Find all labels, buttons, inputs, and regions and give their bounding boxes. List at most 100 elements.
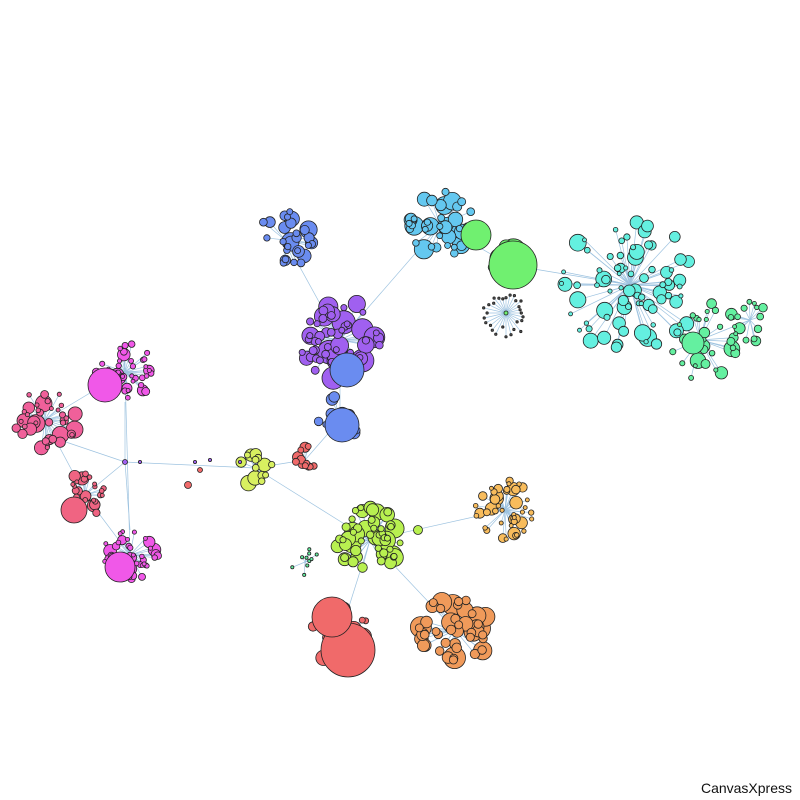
node-blue[interactable] — [329, 352, 365, 388]
node-aqua[interactable] — [659, 281, 667, 289]
node-spring-green[interactable] — [679, 360, 686, 367]
node-magenta[interactable] — [117, 531, 123, 536]
node-aqua[interactable] — [676, 283, 683, 290]
node-sky[interactable] — [405, 219, 413, 227]
node-pink[interactable] — [33, 420, 39, 426]
node-lime[interactable] — [366, 530, 375, 539]
node-spring-green[interactable] — [302, 572, 307, 577]
node-spring-green[interactable] — [726, 336, 736, 346]
node-amber[interactable] — [503, 485, 511, 493]
node-small[interactable] — [509, 333, 513, 337]
node-violet[interactable] — [310, 365, 320, 375]
node-orange[interactable] — [453, 596, 464, 607]
node-amber[interactable] — [528, 509, 535, 516]
node-rose[interactable] — [82, 470, 89, 478]
node-pink[interactable] — [48, 434, 57, 444]
node-aqua[interactable] — [606, 252, 614, 260]
node-lime[interactable] — [357, 504, 365, 512]
node-spring-green[interactable] — [753, 324, 763, 334]
node-small[interactable] — [512, 327, 516, 332]
node-lime[interactable] — [383, 507, 393, 517]
node-spring-green[interactable] — [305, 563, 310, 568]
node-lime[interactable] — [349, 528, 357, 536]
node-spring-green[interactable] — [714, 366, 729, 380]
node-lime[interactable] — [351, 506, 360, 515]
node-pink[interactable] — [24, 412, 30, 418]
node-spring-green[interactable] — [711, 306, 720, 314]
node-orange[interactable] — [414, 623, 424, 633]
node-yellow-green[interactable] — [251, 463, 260, 472]
node-lime[interactable] — [390, 552, 398, 560]
node-violet[interactable] — [314, 338, 322, 345]
node-small[interactable] — [514, 299, 518, 303]
node-small[interactable] — [487, 303, 491, 307]
node-small[interactable] — [521, 315, 525, 319]
node-magenta[interactable] — [146, 367, 152, 373]
node-amber[interactable] — [511, 484, 521, 495]
node-spring-green[interactable] — [700, 359, 711, 369]
node-spring-green[interactable] — [314, 552, 319, 557]
node-violet[interactable] — [207, 457, 212, 462]
node-amber[interactable] — [482, 525, 488, 531]
node-orange[interactable] — [469, 648, 480, 660]
node-aqua[interactable] — [583, 320, 590, 326]
node-aqua[interactable] — [568, 233, 587, 252]
node-lime[interactable] — [376, 556, 386, 566]
node-aqua[interactable] — [664, 291, 673, 300]
node-small[interactable] — [517, 305, 521, 309]
node-lime[interactable] — [396, 539, 404, 547]
node-magenta[interactable] — [125, 537, 130, 542]
node-pink[interactable] — [40, 390, 49, 399]
node-rose[interactable] — [60, 496, 88, 524]
node-orange[interactable] — [435, 646, 445, 656]
node-pink[interactable] — [59, 419, 67, 426]
node-aqua[interactable] — [633, 324, 652, 342]
node-magenta[interactable] — [141, 561, 147, 567]
node-aqua[interactable] — [627, 270, 635, 278]
node-pink[interactable] — [59, 411, 67, 419]
node-sky[interactable] — [410, 215, 418, 223]
node-violet[interactable] — [343, 320, 351, 328]
node-pink[interactable] — [11, 423, 21, 433]
node-amber[interactable] — [498, 520, 504, 526]
node-sky[interactable] — [436, 222, 444, 230]
node-pink[interactable] — [63, 415, 69, 421]
node-aqua[interactable] — [638, 300, 644, 307]
node-magenta[interactable] — [99, 360, 106, 367]
node-aqua[interactable] — [623, 233, 631, 241]
node-blue[interactable] — [281, 255, 290, 264]
node-spring-green[interactable] — [677, 322, 682, 328]
node-green[interactable] — [488, 240, 538, 290]
node-aqua[interactable] — [647, 304, 658, 314]
node-violet[interactable] — [306, 332, 314, 340]
node-aqua[interactable] — [625, 303, 632, 311]
node-lime[interactable] — [350, 544, 362, 557]
node-aqua[interactable] — [596, 267, 603, 274]
node-blue[interactable] — [313, 416, 324, 427]
node-violet[interactable] — [318, 305, 329, 316]
node-lime[interactable] — [413, 525, 423, 535]
node-aqua[interactable] — [597, 330, 612, 345]
node-pink[interactable] — [26, 392, 32, 398]
node-violet[interactable] — [332, 346, 340, 354]
node-magenta[interactable] — [143, 364, 149, 370]
node-aqua[interactable] — [673, 328, 682, 337]
node-sky[interactable] — [437, 214, 446, 222]
node-small[interactable] — [485, 311, 489, 315]
node-orange[interactable] — [435, 603, 446, 614]
node-spring-green[interactable] — [756, 312, 764, 321]
node-sky[interactable] — [457, 197, 467, 207]
node-magenta[interactable] — [117, 345, 123, 352]
node-spring-green[interactable] — [742, 336, 750, 344]
node-amber[interactable] — [521, 528, 527, 534]
node-aqua[interactable] — [638, 293, 646, 301]
node-lime[interactable] — [377, 525, 385, 533]
node-lime[interactable] — [347, 556, 359, 568]
node-yellow-green[interactable] — [258, 477, 266, 485]
node-spring-green[interactable] — [307, 551, 312, 556]
node-blue[interactable] — [294, 247, 302, 255]
node-blue[interactable] — [304, 241, 312, 249]
node-aqua[interactable] — [650, 322, 656, 328]
node-aqua[interactable] — [573, 281, 581, 290]
node-aqua[interactable] — [612, 226, 619, 233]
